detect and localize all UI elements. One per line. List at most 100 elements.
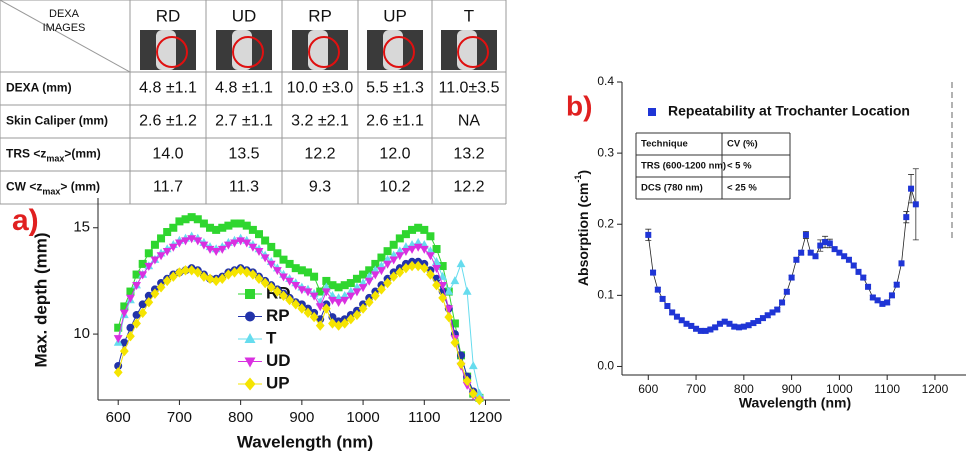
marker	[120, 338, 129, 347]
marker	[267, 242, 276, 251]
marker	[740, 323, 747, 330]
marker	[693, 325, 700, 332]
marker	[774, 306, 781, 313]
row-label-part: >(mm)	[64, 147, 100, 161]
legend-table-header: Technique	[641, 139, 688, 150]
table-cell: 12.2	[304, 146, 335, 163]
table-cell: 11.3	[229, 179, 259, 196]
row-label: DEXA (mm)	[6, 81, 72, 95]
marker	[322, 276, 331, 285]
marker	[413, 260, 423, 272]
marker	[218, 223, 227, 232]
y-tick-label: 0.4	[597, 74, 614, 88]
marker	[169, 223, 178, 232]
y-tick-label: 0.2	[597, 216, 614, 230]
panel-label: a)	[12, 204, 39, 237]
marker	[113, 367, 123, 378]
marker	[340, 318, 350, 329]
marker	[285, 294, 295, 306]
marker	[181, 215, 190, 224]
marker	[450, 276, 460, 285]
x-tick-label: 600	[106, 409, 131, 426]
marker	[707, 326, 714, 333]
marker	[869, 294, 876, 301]
x-tick-label: 600	[638, 382, 658, 396]
marker	[132, 270, 141, 279]
x-tick-label: 700	[167, 409, 192, 426]
marker	[157, 234, 166, 243]
table-cell: 9.3	[309, 179, 331, 196]
marker	[826, 240, 833, 247]
marker	[721, 318, 728, 325]
marker	[303, 268, 312, 277]
marker	[793, 256, 800, 263]
marker	[432, 264, 441, 273]
marker	[645, 231, 652, 238]
marker	[193, 215, 202, 224]
marker	[279, 273, 288, 282]
marker	[426, 269, 435, 280]
marker	[462, 375, 472, 387]
y-axis-title: Max. depth (mm)	[31, 232, 50, 367]
marker	[389, 271, 399, 282]
legend-table-cell: < 5 %	[727, 161, 752, 172]
marker	[328, 296, 337, 305]
marker	[831, 246, 838, 253]
marker	[272, 286, 282, 297]
marker	[119, 309, 129, 318]
marker	[650, 269, 657, 276]
marker	[444, 305, 454, 314]
marker	[731, 323, 738, 330]
marker	[468, 361, 478, 370]
marker	[377, 284, 386, 295]
marker	[850, 262, 857, 269]
marker	[726, 320, 733, 327]
marker	[377, 253, 386, 262]
roi-circle	[457, 36, 489, 68]
marker	[156, 252, 166, 261]
marker	[114, 323, 123, 332]
marker	[697, 327, 704, 334]
marker	[260, 254, 270, 263]
table-cell: 11.7	[153, 179, 183, 196]
marker	[764, 312, 771, 319]
x-tick-label: 1100	[408, 409, 440, 426]
marker	[912, 201, 919, 208]
marker	[291, 299, 301, 310]
marker	[248, 243, 258, 252]
dexa-table: DEXA IMAGES RD UD RP UP T DEXA (mm) 4.8 ±1.1 4.8 …	[0, 0, 507, 205]
marker	[822, 239, 829, 246]
table-cell: 4.8 ±1.1	[215, 80, 273, 97]
marker	[358, 284, 368, 293]
table-cell: NA	[458, 113, 481, 130]
legend-label: UD	[266, 351, 291, 370]
marker	[346, 292, 356, 301]
marker	[217, 273, 227, 284]
marker	[346, 314, 356, 325]
marker	[260, 277, 270, 289]
marker	[419, 262, 429, 274]
marker	[217, 245, 227, 254]
marker	[888, 292, 895, 299]
marker	[903, 214, 910, 221]
marker	[156, 282, 166, 293]
marker	[132, 281, 141, 290]
marker	[279, 255, 288, 264]
marker	[193, 237, 203, 246]
marker	[456, 259, 466, 268]
marker	[358, 303, 368, 314]
marker	[321, 288, 331, 297]
marker	[759, 315, 766, 322]
table-cell: 5.5 ±1.3	[366, 80, 424, 97]
marker	[383, 260, 392, 269]
marker	[745, 322, 752, 329]
marker	[407, 260, 417, 272]
column-header: RD	[156, 6, 181, 25]
roi-circle	[156, 36, 188, 68]
marker	[669, 309, 676, 316]
legend-label: UP	[266, 373, 290, 392]
marker	[199, 219, 208, 228]
table-cell: 10.2	[379, 179, 410, 196]
marker	[242, 239, 252, 248]
marker	[244, 357, 256, 368]
